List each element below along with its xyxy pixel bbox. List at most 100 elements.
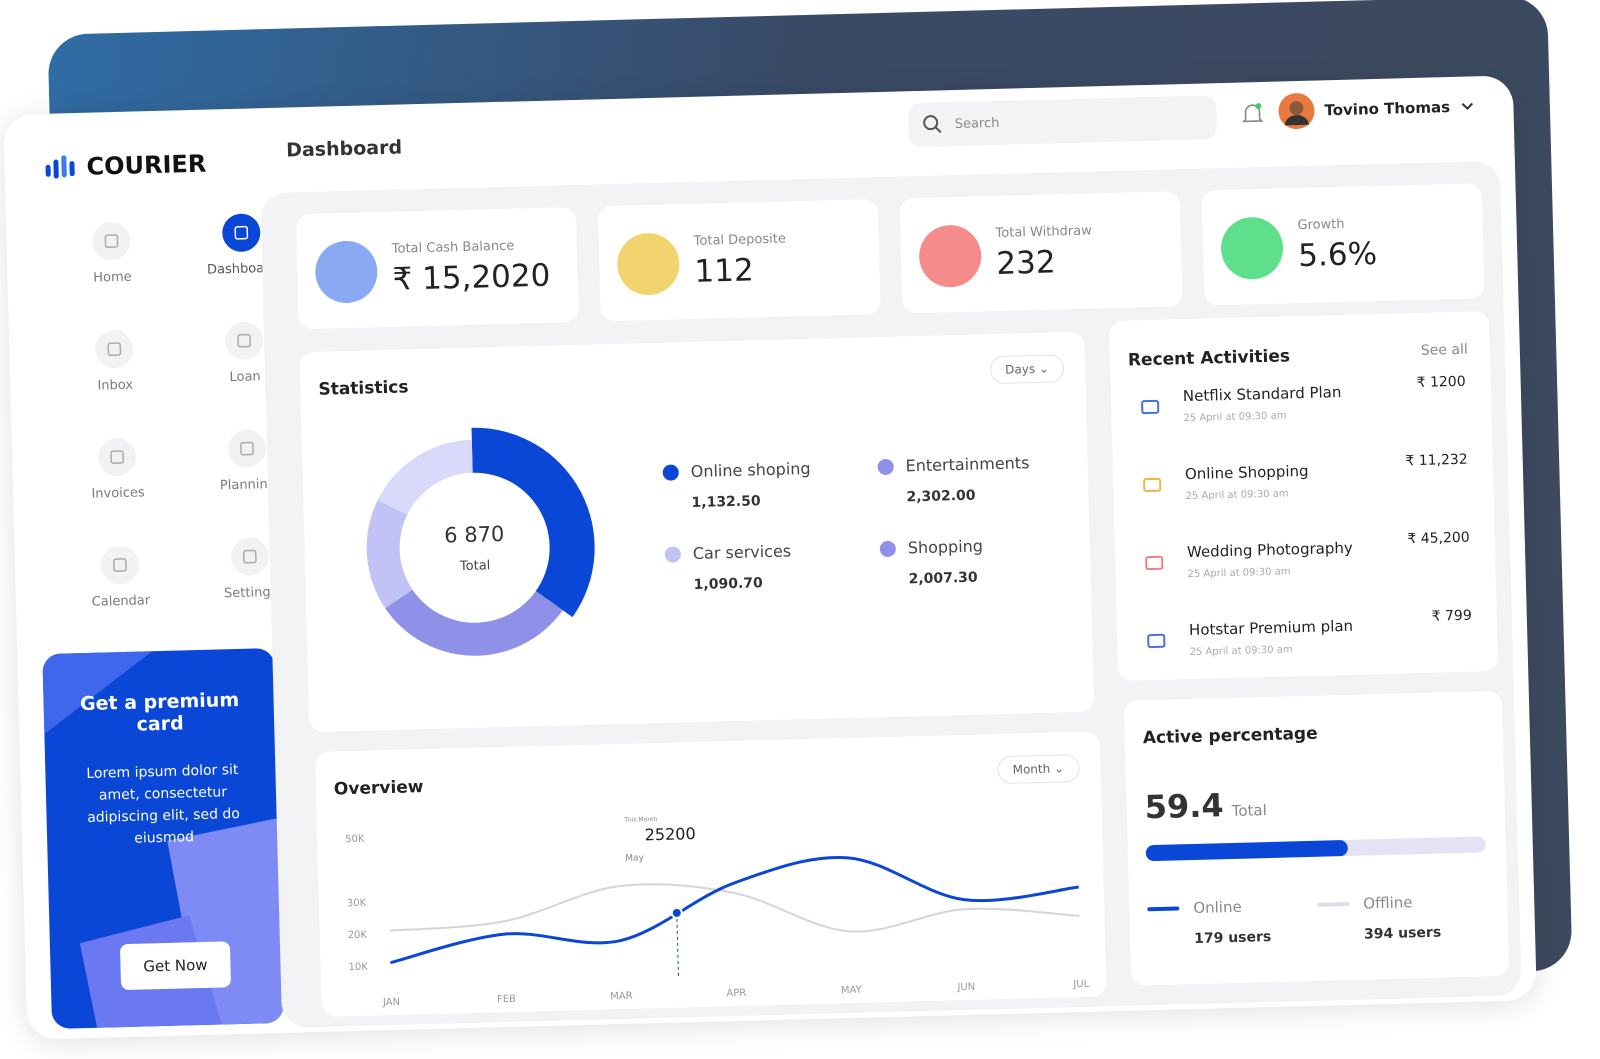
nav-item[interactable]: Invoices (52, 436, 184, 502)
legend-head: Online shoping (662, 459, 811, 482)
active-legend: Online 179 users Offline 394 users (1124, 691, 1502, 947)
donut-chart: 6 870 Total (366, 427, 595, 656)
activity-icon (1145, 555, 1164, 571)
x-tick-label: JUL (1072, 979, 1090, 990)
x-tick-label: FEB (497, 994, 516, 1005)
legend-item: Online shoping 1,132.50 (662, 459, 811, 512)
nav-icon (224, 321, 264, 361)
legend-name: Offline (1363, 893, 1413, 913)
icon-shape (237, 333, 251, 348)
legend-value: 1,132.50 (691, 493, 761, 512)
nav-label: Home (93, 269, 132, 286)
donut-segment (385, 589, 563, 656)
legend-head: Offline (1317, 893, 1441, 914)
legend-swatch (1317, 901, 1350, 907)
stat-icon (314, 240, 379, 304)
legend-value: 2,007.30 (908, 569, 978, 588)
legend-head: Online (1147, 897, 1271, 918)
stat-label: Total Cash Balance (391, 238, 515, 257)
legend-swatch (877, 458, 894, 475)
donut-total: 6 870 (444, 522, 505, 548)
nav-icon (94, 329, 134, 369)
legend-swatch (1147, 906, 1180, 912)
search-icon (923, 115, 942, 134)
x-tick-label: APR (726, 988, 746, 1000)
activity-icon (1141, 399, 1160, 415)
chevron (1461, 102, 1473, 111)
stat-value: 5.6% (1297, 236, 1378, 275)
stat-cards: Total Cash Balance ₹ 15,2020 Total Deposit… (260, 161, 1500, 330)
legend: Online shoping 1,132.50 Entertainments 2,30… (299, 332, 1084, 593)
legend-item: Entertainments 2,302.00 (877, 453, 1030, 506)
brand: COURIER (86, 149, 207, 181)
nav-item[interactable]: Planning (181, 428, 313, 494)
legend-item: Online 179 users (1147, 897, 1271, 948)
recent-panel: Recent Activities See all Netflix Standa… (1108, 311, 1499, 681)
bell-icon[interactable] (1241, 102, 1264, 127)
icon-shape (242, 549, 257, 564)
icon-shape (113, 558, 127, 572)
stat-card: Growth 5.6% (1201, 183, 1485, 306)
nav-icon (227, 429, 267, 469)
legend-name: Shopping (907, 536, 984, 558)
activity-date: 25 April at 09:30 am (1183, 410, 1287, 425)
icon-shape (104, 234, 119, 248)
activity-date: 25 April at 09:30 am (1187, 566, 1291, 581)
search-box[interactable]: Search (908, 95, 1218, 148)
stat-icon (1220, 216, 1284, 281)
line-series (390, 856, 1079, 965)
stat-label: Total Withdraw (995, 223, 1092, 241)
activity-name: Hotstar Premium plan (1188, 616, 1354, 640)
stat-value: 112 (694, 252, 755, 290)
donut-segment (471, 427, 595, 618)
activity-icon (1147, 633, 1166, 649)
filter[interactable]: Days ⌄ (989, 354, 1065, 385)
stat-value: ₹ 15,2020 (392, 257, 551, 298)
icon (110, 450, 125, 464)
legend-swatch (662, 463, 679, 481)
donut-total-label: Total (459, 558, 491, 574)
user-menu[interactable]: Tovino Thomas (1278, 88, 1474, 130)
nav-item[interactable]: Loan (179, 320, 311, 386)
logo-icon (45, 155, 75, 179)
statistics-panel: Statistics Days ⌄ 6 870 Total Online shop… (299, 331, 1095, 733)
nav-item[interactable]: Settings (184, 536, 316, 602)
promo-card: Get a premium card Lorem ipsum dolor sit… (42, 648, 285, 1029)
activity-name: Online Shopping (1184, 461, 1309, 484)
promo-button[interactable]: Get Now (119, 941, 232, 991)
legend-head: Car services (664, 541, 791, 563)
nav-item[interactable]: Calendar (54, 544, 186, 610)
icon-shape (107, 342, 122, 356)
nav-item[interactable]: Dashboard (176, 212, 308, 278)
page-title: Dashboard (285, 136, 403, 162)
legend-users: 179 users (1193, 929, 1272, 948)
y-tick-label: 30K (347, 898, 367, 910)
nav-item[interactable]: Home (46, 220, 178, 286)
content: Total Cash Balance ₹ 15,2020 Total Deposit… (260, 160, 1522, 1028)
icon (237, 333, 251, 348)
annotation-caption: This Month (623, 816, 657, 824)
icon (113, 558, 127, 572)
active-value: 59.4 (1144, 786, 1225, 827)
nav: Home Dashboard Inbox Loan Invoices Planning Ca… (3, 75, 1512, 610)
annotation-point (670, 906, 683, 919)
panel-title: Statistics (318, 377, 409, 400)
y-tick-label: 20K (348, 930, 368, 942)
legend-users: 394 users (1363, 924, 1442, 943)
legend-item: Shopping 2,007.30 (879, 536, 984, 588)
progress-track (1145, 836, 1486, 862)
annotation-value: 25200 (644, 824, 695, 844)
legend-head: Shopping (879, 536, 984, 558)
x-tick-label: MAY (841, 985, 863, 997)
logo: COURIER (44, 149, 207, 182)
active-panel: Active percentage 59.4 Total Online 179 u… (1123, 690, 1510, 986)
icon (104, 234, 119, 248)
line-chart: 10K 20K 30K 50K JAN FEB MAR APR MAY JUN JUL This Mo… (345, 816, 1090, 1008)
activity-name: Netflix Standard Plan (1182, 382, 1342, 406)
icon-shape (234, 225, 249, 240)
avatar (1278, 93, 1315, 130)
legend-name: Entertainments (905, 453, 1030, 476)
see-all[interactable]: See all (1420, 341, 1469, 359)
nav-item[interactable]: Inbox (49, 328, 181, 394)
